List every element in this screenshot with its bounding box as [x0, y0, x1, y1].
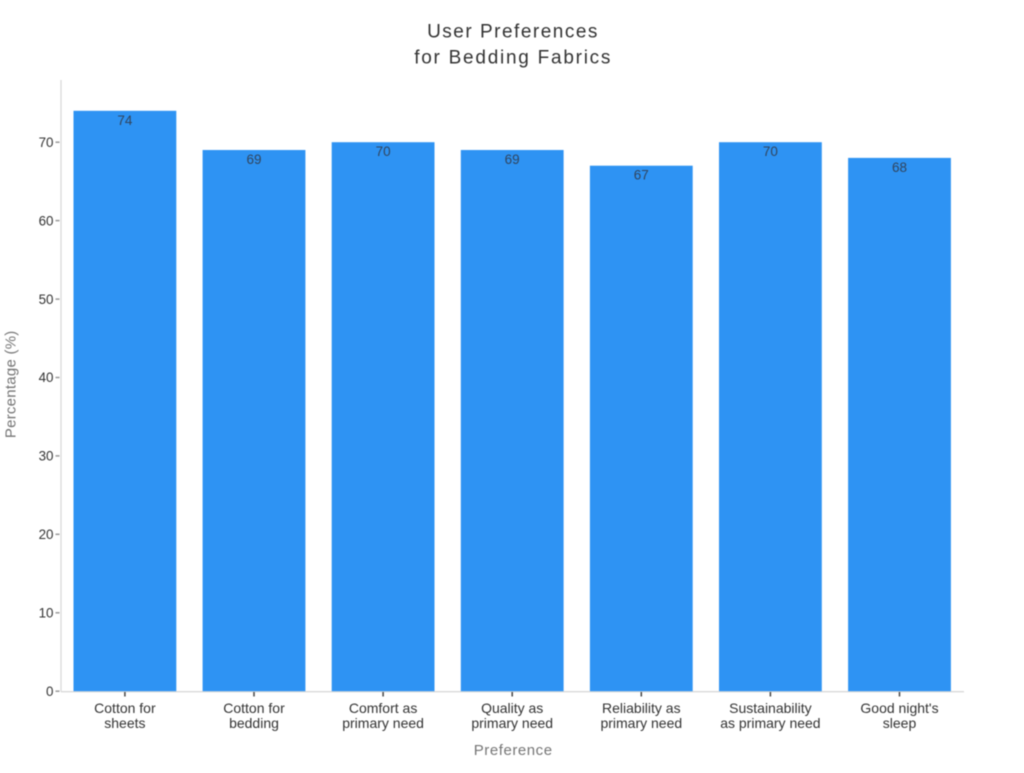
svg-text:primary need: primary need	[471, 715, 553, 731]
svg-text:70: 70	[763, 144, 778, 159]
svg-text:69: 69	[505, 152, 520, 167]
svg-text:70: 70	[39, 135, 54, 150]
svg-text:Cotton for: Cotton for	[223, 700, 285, 716]
svg-text:bedding: bedding	[229, 715, 279, 731]
svg-text:Reliability as: Reliability as	[602, 700, 681, 716]
svg-text:Cotton for: Cotton for	[94, 700, 156, 716]
svg-text:as primary need: as primary need	[720, 715, 820, 731]
svg-text:67: 67	[634, 168, 649, 183]
svg-text:60: 60	[39, 213, 54, 228]
svg-text:primary need: primary need	[600, 715, 682, 731]
svg-text:10: 10	[39, 606, 54, 621]
svg-text:sleep: sleep	[883, 715, 917, 731]
svg-text:Preference: Preference	[474, 742, 553, 759]
svg-text:Sustainability: Sustainability	[729, 700, 812, 716]
svg-text:68: 68	[892, 160, 907, 175]
svg-text:Good night's: Good night's	[860, 700, 938, 716]
svg-text:74: 74	[117, 113, 133, 128]
svg-text:Comfort as: Comfort as	[349, 700, 417, 716]
svg-text:69: 69	[246, 152, 261, 167]
svg-text:0: 0	[46, 684, 53, 699]
svg-text:30: 30	[39, 449, 54, 464]
svg-text:Percentage (%): Percentage (%)	[3, 330, 20, 438]
svg-text:primary need: primary need	[342, 715, 424, 731]
svg-text:40: 40	[39, 370, 54, 385]
svg-text:70: 70	[376, 144, 391, 159]
svg-text:sheets: sheets	[104, 715, 145, 731]
svg-text:Quality as: Quality as	[481, 700, 543, 716]
svg-text:User Preferences: User Preferences	[427, 22, 599, 43]
svg-text:20: 20	[39, 527, 54, 542]
svg-text:50: 50	[39, 292, 54, 307]
svg-text:for Bedding Fabrics: for Bedding Fabrics	[414, 47, 612, 68]
